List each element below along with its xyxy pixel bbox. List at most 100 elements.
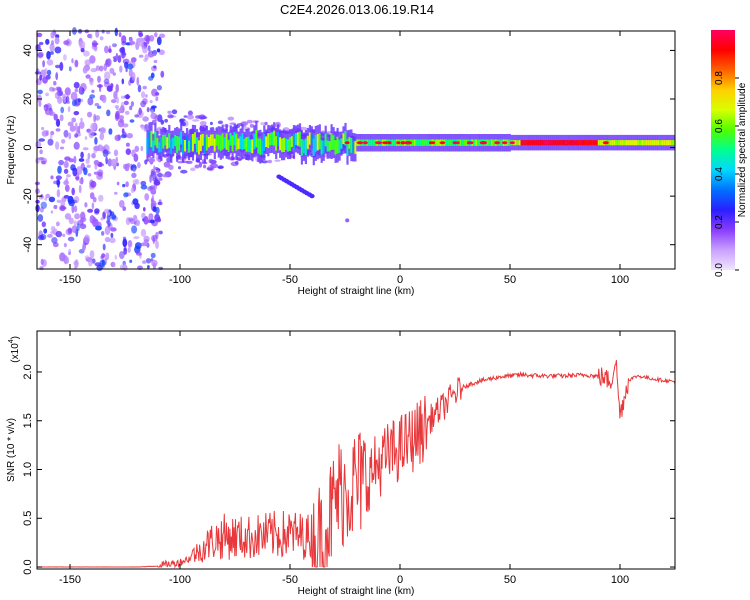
spectrogram-noise-cell (51, 31, 55, 39)
spectrogram-noise-cell (70, 164, 76, 171)
spectrogram-noise-cell (95, 115, 100, 121)
spectrogram-noise-cell (150, 109, 154, 114)
spectrogram-band-core (425, 139, 428, 146)
spectrogram-noise-cell (148, 157, 156, 163)
spectrogram-band-core (300, 139, 303, 156)
spectrogram-band-core (235, 133, 238, 151)
spectrogram-noise-cell (90, 180, 97, 188)
spectrogram-noise-cell (68, 132, 72, 140)
spectrogram-band-core (170, 139, 173, 155)
spectrogram-band-core (611, 140, 614, 146)
spectrogram-noise-cell (147, 265, 150, 269)
spectrogram-noise-cell (105, 58, 111, 68)
spectrogram-noise-cell (125, 67, 128, 73)
spectrogram-peak-cell (494, 141, 498, 145)
spectrogram-noise-cell (53, 80, 57, 86)
spectrogram-noise-cell (80, 211, 86, 221)
spectrogram-band-core (336, 136, 339, 154)
spectrogram-noise-cell (80, 48, 85, 53)
spectrogram-noise-cell (54, 46, 62, 54)
spectrogram-peak-cell (363, 141, 368, 145)
spectrogram-band-core (417, 139, 420, 146)
spectrogram-band-core (487, 139, 490, 146)
spectrogram-noise-cell (132, 167, 136, 173)
spectrogram-noise-cell (35, 204, 40, 213)
spectrogram-noise-cell (89, 94, 96, 99)
spectrogram-noise-cell (71, 225, 78, 234)
spectrogram-noise-cell (155, 218, 162, 223)
spectrogram-noise-cell (53, 180, 57, 185)
spectrogram-noise-cell (63, 256, 70, 265)
spectrogram-noise-cell (99, 36, 104, 41)
spectrogram-noise-cell (101, 29, 105, 34)
spectrogram-band-core (659, 140, 662, 146)
snr-x-tick-label: 100 (611, 574, 629, 586)
spectrogram-panel: -150 -100 -50 0 50 100 -40 -20 0 20 40 Height of … (6, 27, 676, 297)
spectrogram-noise-cell (94, 103, 100, 107)
spectrogram-band-core (304, 138, 307, 156)
spectrogram-noise-cell (133, 236, 140, 240)
spectrogram-band-cell (164, 118, 169, 123)
spectrogram-noise-cell (41, 221, 46, 228)
spectrogram-noise-cell (36, 32, 43, 38)
spectrogram-noise-cell (55, 175, 62, 180)
spectrogram-noise-cell (160, 70, 165, 78)
spectrogram-band-core (245, 137, 248, 152)
spectrogram-noise-cell (43, 104, 49, 112)
spectrogram-noise-cell (155, 240, 159, 249)
colorbar-label: Normalized spectral amplitude (737, 82, 748, 217)
spectrogram-band-core (586, 140, 589, 146)
spectrogram-noise-cell (71, 99, 77, 107)
spectrogram-band-core (148, 131, 151, 149)
spectrogram-band-core (651, 140, 654, 146)
spectrogram-noise-cell (119, 251, 125, 260)
spectrogram-band-core (263, 134, 266, 151)
spectrogram-band-core (267, 133, 270, 148)
spectrogram-band-core (162, 134, 165, 149)
spectrogram-band-core (661, 140, 664, 146)
spectrogram-noise-cell (118, 107, 124, 114)
spectrogram-noise-cell (131, 225, 138, 234)
spectrogram-noise-cell (120, 95, 126, 99)
spectrogram-noise-cell (35, 199, 40, 204)
spectrogram-band-core (259, 138, 262, 155)
spectrogram-band-core (451, 139, 454, 146)
spectrogram-band-core (562, 140, 565, 146)
spectrogram-noise-cell (79, 223, 87, 230)
spectrogram-band-core (314, 134, 317, 152)
spectrogram-noise-cell (43, 228, 48, 234)
spectrogram-y-tick-label: 20 (22, 93, 34, 105)
spectrogram-noise-cell (150, 170, 157, 180)
spectrogram-noise-cell (73, 111, 80, 116)
spectrogram-noise-cell (73, 220, 77, 226)
spectrogram-noise-cell (83, 50, 90, 57)
spectrogram-band-core (615, 140, 618, 146)
spectrogram-noise-cell (98, 83, 102, 93)
spectrogram-band-core (168, 133, 171, 148)
spectrogram-noise-cell (131, 72, 136, 81)
spectrogram-band-core (528, 140, 531, 146)
spectrogram-noise-cell (84, 234, 90, 244)
spectrogram-noise-cell (140, 100, 147, 108)
spectrogram-streak-cell (345, 218, 350, 223)
spectrogram-peak-cell (531, 141, 538, 145)
spectrogram-band-core (587, 140, 591, 146)
spectrogram-band-core (158, 142, 161, 153)
spectrogram-noise-cell (59, 61, 64, 71)
spectrogram-noise-cell (145, 94, 148, 98)
spectrogram-noise-cell (46, 50, 51, 60)
spectrogram-noise-cell (38, 194, 44, 200)
spectrogram-noise-cell (156, 36, 162, 46)
svg-text:(x104): (x104) (8, 336, 21, 363)
snr-multiplier-close: ) (10, 336, 21, 339)
spectrogram-noise-cell (143, 239, 149, 244)
spectrogram-noise-cell (99, 132, 105, 141)
spectrogram-band-cell (208, 158, 214, 164)
spectrogram-noise-cell (153, 165, 156, 173)
spectrogram-noise-cell (59, 114, 64, 122)
spectrogram-noise-cell (150, 219, 155, 224)
spectrogram-noise-cell (140, 242, 148, 247)
spectrogram-band-core (281, 138, 284, 153)
spectrogram-band-core (233, 131, 236, 146)
